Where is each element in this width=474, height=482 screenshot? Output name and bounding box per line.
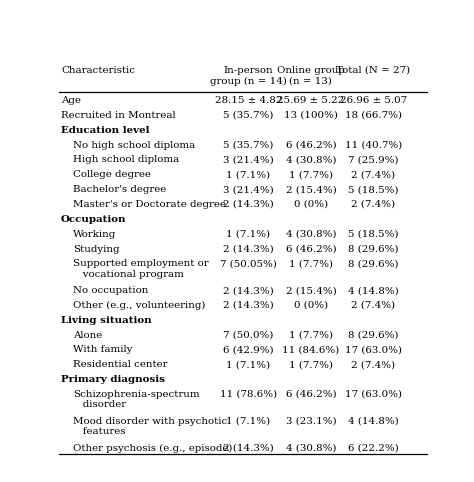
Text: 6 (46.2%): 6 (46.2%) [285,141,336,149]
Text: 6 (46.2%): 6 (46.2%) [285,244,336,254]
Text: 2 (7.4%): 2 (7.4%) [351,170,395,179]
Text: Total (N = 27): Total (N = 27) [336,66,410,75]
Text: 6 (46.2%): 6 (46.2%) [285,390,336,399]
Text: Recruited in Montreal: Recruited in Montreal [61,111,176,120]
Text: Education level: Education level [61,126,150,135]
Text: 26.96 ± 5.07: 26.96 ± 5.07 [340,96,407,105]
Text: Bachelor's degree: Bachelor's degree [73,185,166,194]
Text: Online group
(n = 13): Online group (n = 13) [277,66,345,85]
Text: 1 (7.7%): 1 (7.7%) [289,259,333,268]
Text: 4 (30.8%): 4 (30.8%) [286,443,336,453]
Text: 5 (18.5%): 5 (18.5%) [348,185,399,194]
Text: 1 (7.1%): 1 (7.1%) [227,230,271,239]
Text: 2 (14.3%): 2 (14.3%) [223,244,274,254]
Text: 8 (29.6%): 8 (29.6%) [348,331,399,340]
Text: 2 (15.4%): 2 (15.4%) [285,286,336,295]
Text: 3 (21.4%): 3 (21.4%) [223,156,274,164]
Text: 3 (21.4%): 3 (21.4%) [223,185,274,194]
Text: 3 (23.1%): 3 (23.1%) [285,417,336,426]
Text: 6 (22.2%): 6 (22.2%) [348,443,399,453]
Text: In-person
group (n = 14): In-person group (n = 14) [210,66,287,86]
Text: 11 (84.6%): 11 (84.6%) [282,346,339,354]
Text: Primary diagnosis: Primary diagnosis [61,375,165,384]
Text: 1 (7.7%): 1 (7.7%) [289,331,333,340]
Text: 2 (15.4%): 2 (15.4%) [285,185,336,194]
Text: 5 (35.7%): 5 (35.7%) [223,111,273,120]
Text: 4 (30.8%): 4 (30.8%) [286,156,336,164]
Text: 2 (7.4%): 2 (7.4%) [351,301,395,310]
Text: 2 (7.4%): 2 (7.4%) [351,361,395,369]
Text: Living situation: Living situation [61,316,152,325]
Text: 25.69 ± 5.22: 25.69 ± 5.22 [277,96,345,105]
Text: 4 (30.8%): 4 (30.8%) [286,230,336,239]
Text: Schizophrenia-spectrum
   disorder: Schizophrenia-spectrum disorder [73,390,200,409]
Text: 1 (7.7%): 1 (7.7%) [289,361,333,369]
Text: 5 (35.7%): 5 (35.7%) [223,141,273,149]
Text: 11 (78.6%): 11 (78.6%) [220,390,277,399]
Text: Alone: Alone [73,331,102,340]
Text: Age: Age [61,96,81,105]
Text: No high school diploma: No high school diploma [73,141,195,149]
Text: 11 (40.7%): 11 (40.7%) [345,141,402,149]
Text: 5 (18.5%): 5 (18.5%) [348,230,399,239]
Text: 0 (0%): 0 (0%) [294,200,328,209]
Text: High school diploma: High school diploma [73,156,180,164]
Text: 8 (29.6%): 8 (29.6%) [348,259,399,268]
Text: 2 (14.3%): 2 (14.3%) [223,200,274,209]
Text: 2 (14.3%): 2 (14.3%) [223,443,274,453]
Text: Other psychosis (e.g., episode): Other psychosis (e.g., episode) [73,443,233,453]
Text: College degree: College degree [73,170,151,179]
Text: With family: With family [73,346,133,354]
Text: 4 (14.8%): 4 (14.8%) [348,286,399,295]
Text: 7 (25.9%): 7 (25.9%) [348,156,399,164]
Text: Master's or Doctorate degree: Master's or Doctorate degree [73,200,226,209]
Text: Other (e.g., volunteering): Other (e.g., volunteering) [73,301,206,310]
Text: Occupation: Occupation [61,215,127,224]
Text: 4 (14.8%): 4 (14.8%) [348,417,399,426]
Text: 1 (7.7%): 1 (7.7%) [289,170,333,179]
Text: 6 (42.9%): 6 (42.9%) [223,346,274,354]
Text: 8 (29.6%): 8 (29.6%) [348,244,399,254]
Text: 17 (63.0%): 17 (63.0%) [345,390,402,399]
Text: 2 (7.4%): 2 (7.4%) [351,200,395,209]
Text: Studying: Studying [73,244,120,254]
Text: 13 (100%): 13 (100%) [284,111,338,120]
Text: 2 (14.3%): 2 (14.3%) [223,301,274,310]
Text: 1 (7.1%): 1 (7.1%) [227,361,271,369]
Text: Supported employment or
   vocational program: Supported employment or vocational progr… [73,259,209,279]
Text: Mood disorder with psychotic
   features: Mood disorder with psychotic features [73,417,228,436]
Text: Residential center: Residential center [73,361,168,369]
Text: Characteristic: Characteristic [61,66,135,75]
Text: 1 (7.1%): 1 (7.1%) [227,170,271,179]
Text: Working: Working [73,230,117,239]
Text: 18 (66.7%): 18 (66.7%) [345,111,402,120]
Text: No occupation: No occupation [73,286,148,295]
Text: 17 (63.0%): 17 (63.0%) [345,346,402,354]
Text: 1 (7.1%): 1 (7.1%) [227,417,271,426]
Text: 0 (0%): 0 (0%) [294,301,328,310]
Text: 28.15 ± 4.82: 28.15 ± 4.82 [215,96,282,105]
Text: 2 (14.3%): 2 (14.3%) [223,286,274,295]
Text: 7 (50.0%): 7 (50.0%) [223,331,273,340]
Text: 7 (50.05%): 7 (50.05%) [220,259,277,268]
